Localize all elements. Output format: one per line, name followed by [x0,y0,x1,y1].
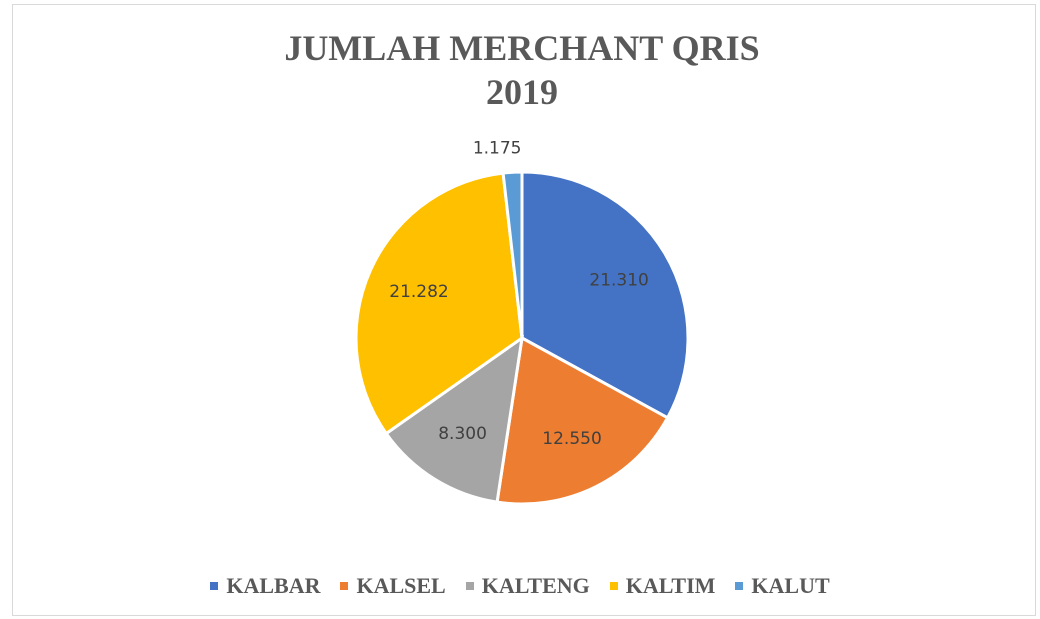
pie-slice [495,335,670,506]
data-label: 8.300 [438,424,487,444]
pie-slice [354,171,524,436]
data-label: 21.282 [389,282,448,302]
legend-label: KALSEL [356,573,446,598]
legend-swatch [340,582,349,590]
pie-slice [501,170,524,339]
chart-frame [12,4,1036,616]
legend: KALBAR KALSEL KALTENG KALTIM KALUT [0,573,1040,599]
legend-item: KALSEL [340,573,446,599]
legend-item: KALBAR [210,573,320,599]
chart-title: JUMLAH MERCHANT QRIS 2019 [284,28,760,112]
data-label: 12.550 [542,429,601,449]
data-label: 1.175 [473,138,522,158]
legend-item: KALTIM [609,573,716,599]
legend-swatch [609,582,618,590]
pie-slice [520,170,690,420]
data-label: 21.310 [589,270,648,290]
legend-swatch [210,582,219,590]
legend-swatch [465,582,474,590]
legend-item: KALTENG [465,573,590,599]
pie-slice [384,334,525,504]
legend-swatch [735,582,744,590]
legend-item: KALUT [735,573,830,599]
legend-label: KALUT [751,573,830,598]
legend-label: KALTIM [625,573,716,598]
legend-label: KALBAR [226,573,321,598]
legend-label: KALTENG [481,573,590,598]
